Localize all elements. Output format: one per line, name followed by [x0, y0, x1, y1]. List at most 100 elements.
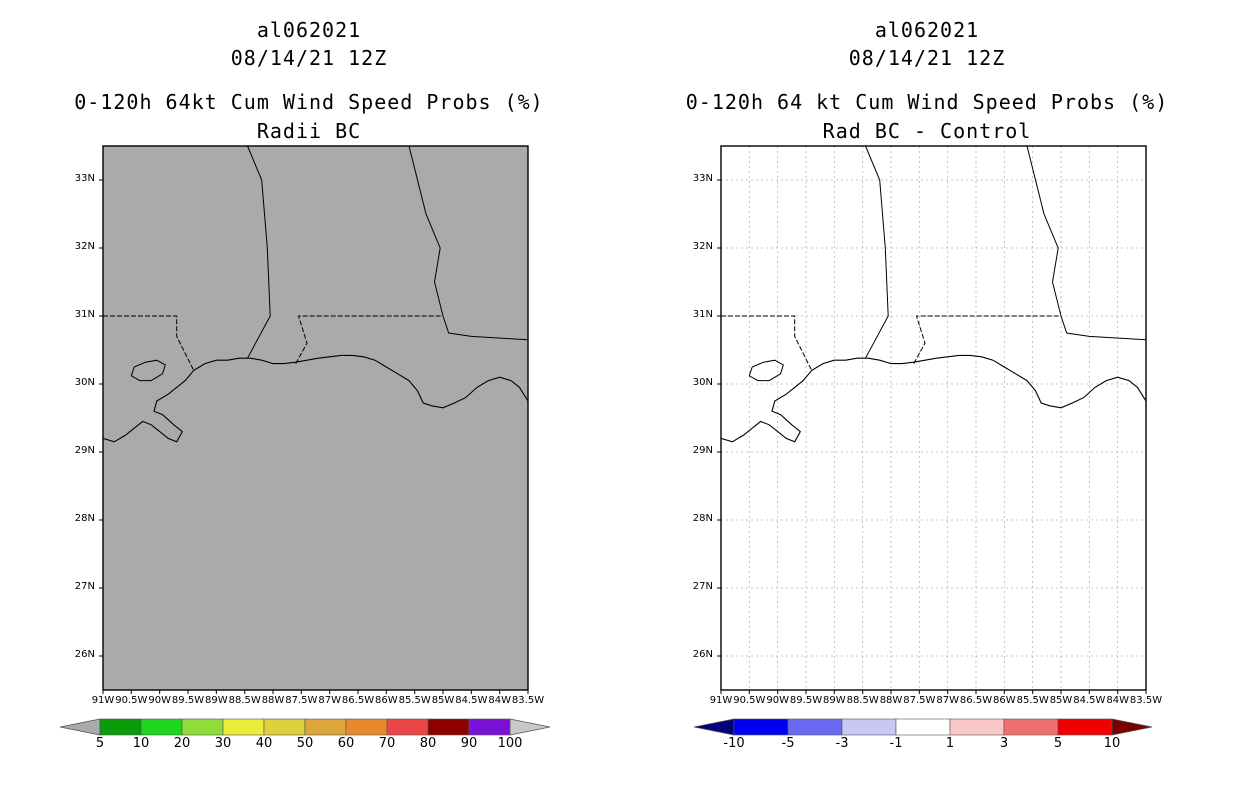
- lon-label: 83.5W: [1129, 695, 1163, 706]
- lat-label: 29N: [692, 445, 713, 456]
- colorbar-segment: [345, 718, 388, 736]
- colorbar-label: 20: [173, 736, 191, 751]
- colorbar-min-arrow: [693, 718, 735, 736]
- colorbar-label: 100: [497, 736, 523, 751]
- colorbar-label: 70: [378, 736, 396, 751]
- lon-label: 89.5W: [789, 695, 823, 706]
- lon-label: 86W: [993, 695, 1016, 706]
- colorbar-label: 60: [337, 736, 355, 751]
- colorbar-min-arrow: [59, 718, 101, 736]
- right-panel: al062021 08/14/21 12Z 0-120h 64 kt Cum W…: [618, 0, 1236, 800]
- lat-label: 30N: [74, 377, 95, 388]
- colorbar-segment: [468, 718, 511, 736]
- state-border-la-ms: [721, 315, 813, 371]
- colorbar-segment: [99, 718, 142, 736]
- colorbar-segment: [1003, 718, 1059, 736]
- lat-label: 33N: [692, 173, 713, 184]
- lat-label: 33N: [74, 173, 95, 184]
- state-border-al-ga: [1026, 145, 1147, 341]
- lake-pontchartrain: [130, 359, 166, 382]
- colorbar-label: -5: [781, 736, 795, 751]
- datetime: 08/14/21 12Z: [230, 46, 388, 70]
- colorbar-segment: [895, 718, 951, 736]
- datetime: 08/14/21 12Z: [848, 46, 1006, 70]
- colorbar-label: 40: [255, 736, 273, 751]
- colorbar-segment: [787, 718, 843, 736]
- lon-label: 87W: [936, 695, 959, 706]
- colorbar-label: 30: [214, 736, 232, 751]
- lon-label: 88W: [879, 695, 903, 706]
- lon-label: 89W: [205, 695, 228, 706]
- colorbar-label: 5: [95, 736, 105, 751]
- colorbar-max-arrow: [1111, 718, 1153, 736]
- lon-label: 86W: [375, 695, 398, 706]
- state-border-ms-al: [865, 145, 889, 359]
- coastline: [720, 354, 1147, 443]
- colorbar-label: -10: [723, 736, 745, 751]
- lat-label: 32N: [692, 241, 713, 252]
- storm-id: al062021: [256, 18, 362, 42]
- colorbar-segment: [733, 718, 789, 736]
- lon-label: 90.5W: [115, 695, 148, 706]
- colorbar-segment: [427, 718, 470, 736]
- lat-label: 27N: [692, 581, 713, 592]
- state-border-al-ga: [408, 145, 529, 341]
- colorbar-label: 10: [1103, 736, 1121, 751]
- colorbar-segment: [949, 718, 1005, 736]
- lon-label: 88W: [261, 695, 285, 706]
- lat-label: 30N: [692, 377, 713, 388]
- map-background: [103, 146, 528, 690]
- lon-label: 88.5W: [228, 695, 261, 706]
- lon-label: 89.5W: [171, 695, 205, 706]
- colorbar-segment: [181, 718, 224, 736]
- colorbar-segment: [304, 718, 347, 736]
- lon-label: 83.5W: [511, 695, 545, 706]
- colorbar-label: 50: [296, 736, 314, 751]
- lat-label: 31N: [692, 309, 713, 320]
- lon-label: 87.5W: [903, 695, 936, 706]
- map-frame: [720, 145, 1147, 691]
- colorbar-label: 90: [460, 736, 478, 751]
- state-border-ms-al: [247, 145, 271, 359]
- colorbar-segment: [222, 718, 265, 736]
- left-panel: al062021 08/14/21 12Z 0-120h 64kt Cum Wi…: [59, 18, 551, 751]
- product-subtitle: Radii BC: [256, 119, 362, 143]
- lon-label: 85W: [1049, 695, 1073, 706]
- map-frame: [102, 145, 529, 691]
- lon-label: 85.5W: [1016, 695, 1049, 706]
- lon-label: 86.5W: [341, 695, 375, 706]
- storm-id: al062021: [874, 18, 980, 42]
- lon-label: 86.5W: [959, 695, 993, 706]
- colorbar-label: -1: [889, 736, 903, 751]
- colorbar-segment: [386, 718, 429, 736]
- colorbar-segment: [841, 718, 897, 736]
- lake-pontchartrain: [748, 359, 784, 382]
- state-border-al-fl: [913, 315, 1061, 364]
- lon-label: 91W: [709, 695, 733, 706]
- lon-label: 84W: [1106, 695, 1129, 706]
- state-border-la-ms: [103, 315, 195, 371]
- product-title: 0-120h 64kt Cum Wind Speed Probs (%): [74, 90, 544, 114]
- state-border-al-fl: [295, 315, 443, 364]
- lat-label: 27N: [74, 581, 95, 592]
- lon-label: 87W: [318, 695, 341, 706]
- colorbar-label: 80: [419, 736, 437, 751]
- colorbar-label: 3: [999, 736, 1009, 751]
- lat-label: 26N: [74, 649, 95, 660]
- lon-label: 90W: [766, 695, 789, 706]
- colorbar-segment: [1057, 718, 1113, 736]
- lon-label: 90W: [148, 695, 171, 706]
- lat-label: 28N: [692, 513, 713, 524]
- lon-label: 84W: [488, 695, 511, 706]
- colorbar-max-arrow: [509, 718, 551, 736]
- product-subtitle: Rad BC - Control: [822, 119, 1032, 143]
- lat-label: 31N: [74, 309, 95, 320]
- lat-label: 32N: [74, 241, 95, 252]
- colorbar-segment: [263, 718, 306, 736]
- lat-label: 26N: [692, 649, 713, 660]
- lon-label: 91W: [91, 695, 115, 706]
- map-plot: [693, 145, 1153, 736]
- lon-label: 84.5W: [455, 695, 488, 706]
- colorbar-label: 10: [132, 736, 150, 751]
- lon-label: 88.5W: [846, 695, 879, 706]
